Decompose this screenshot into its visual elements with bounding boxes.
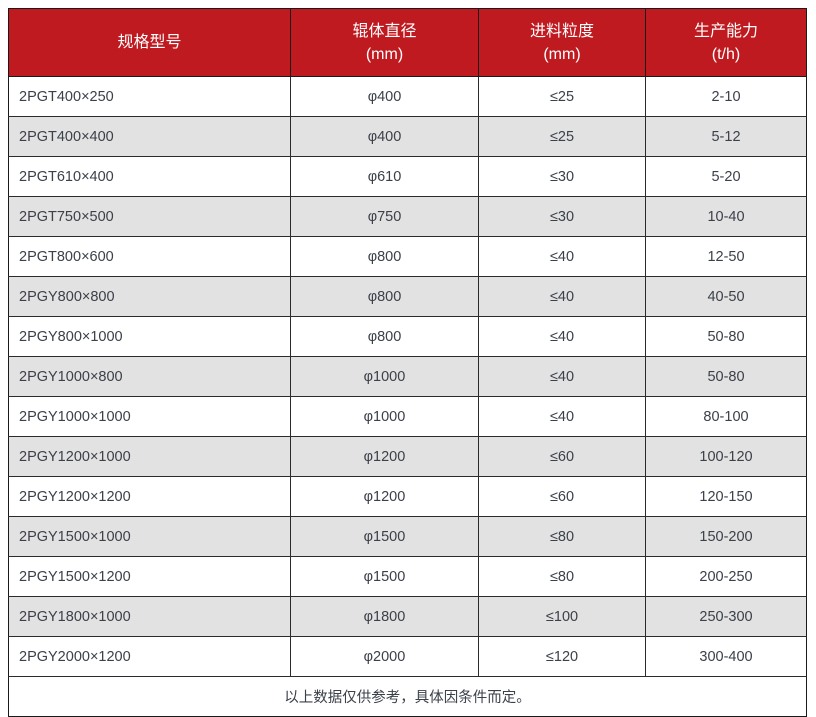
cell-roller-diameter: φ750 [290,196,479,237]
cell-model: 2PGY1800×1000 [8,596,291,637]
cell-model: 2PGY1200×1200 [8,476,291,517]
cell-capacity: 150-200 [645,516,807,557]
cell-roller-diameter: φ610 [290,156,479,197]
table-row: 2PGY1000×800 φ1000 ≤40 50-80 [8,356,807,397]
specification-table: 规格型号 辊体直径 (mm) 进料粒度 (mm) 生产能力 (t/h) 2PGT… [8,8,807,717]
cell-model: 2PGY1000×1000 [8,396,291,437]
cell-capacity: 200-250 [645,556,807,597]
column-header-feed-size: 进料粒度 (mm) [478,8,646,77]
column-header-roller-diameter-unit: (mm) [365,45,404,63]
cell-capacity: 10-40 [645,196,807,237]
table-row: 2PGY800×800 φ800 ≤40 40-50 [8,276,807,317]
table-row: 2PGY800×1000 φ800 ≤40 50-80 [8,316,807,357]
table-body: 2PGT400×250 φ400 ≤25 2-10 2PGT400×400 φ400 ≤25… [8,76,807,677]
cell-feed-size: ≤25 [478,76,646,117]
cell-roller-diameter: φ1200 [290,436,479,477]
cell-feed-size: ≤40 [478,356,646,397]
column-header-feed-size-line1: 进料粒度 [529,22,594,40]
table-footer: 以上数据仅供参考，具体因条件而定。 [8,676,807,717]
cell-roller-diameter: φ2000 [290,636,479,677]
cell-model: 2PGT750×500 [8,196,291,237]
table-row: 2PGY1500×1200 φ1500 ≤80 200-250 [8,556,807,597]
cell-feed-size: ≤30 [478,196,646,237]
cell-capacity: 120-150 [645,476,807,517]
column-header-capacity-line1: 生产能力 [693,22,758,40]
cell-feed-size: ≤40 [478,316,646,357]
cell-model: 2PGT610×400 [8,156,291,197]
table-header: 规格型号 辊体直径 (mm) 进料粒度 (mm) 生产能力 (t/h) [8,8,807,77]
column-header-model-line1: 规格型号 [117,34,182,51]
cell-feed-size: ≤40 [478,276,646,317]
cell-feed-size: ≤30 [478,156,646,197]
cell-roller-diameter: φ1800 [290,596,479,637]
cell-capacity: 50-80 [645,356,807,397]
cell-roller-diameter: φ1500 [290,556,479,597]
cell-feed-size: ≤80 [478,556,646,597]
cell-feed-size: ≤80 [478,516,646,557]
cell-capacity: 5-12 [645,116,807,157]
column-header-capacity-unit: (t/h) [711,45,741,63]
footnote-row: 以上数据仅供参考，具体因条件而定。 [8,676,807,717]
table-row: 2PGY1200×1200 φ1200 ≤60 120-150 [8,476,807,517]
cell-capacity: 80-100 [645,396,807,437]
cell-model: 2PGY1200×1000 [8,436,291,477]
cell-model: 2PGY800×1000 [8,316,291,357]
table-row: 2PGY1500×1000 φ1500 ≤80 150-200 [8,516,807,557]
cell-model: 2PGY800×800 [8,276,291,317]
column-header-roller-diameter-line1: 辊体直径 [352,22,417,40]
column-header-capacity: 生产能力 (t/h) [645,8,807,77]
table-row: 2PGT400×400 φ400 ≤25 5-12 [8,116,807,157]
cell-roller-diameter: φ400 [290,116,479,157]
cell-roller-diameter: φ1000 [290,396,479,437]
cell-roller-diameter: φ800 [290,316,479,357]
cell-roller-diameter: φ1200 [290,476,479,517]
table-row: 2PGT750×500 φ750 ≤30 10-40 [8,196,807,237]
cell-model: 2PGT800×600 [8,236,291,277]
cell-capacity: 40-50 [645,276,807,317]
cell-roller-diameter: φ400 [290,76,479,117]
cell-capacity: 100-120 [645,436,807,477]
cell-roller-diameter: φ800 [290,236,479,277]
cell-model: 2PGT400×250 [8,76,291,117]
cell-model: 2PGY1500×1000 [8,516,291,557]
cell-roller-diameter: φ1000 [290,356,479,397]
cell-feed-size: ≤40 [478,236,646,277]
cell-roller-diameter: φ800 [290,276,479,317]
page-root: 规格型号 辊体直径 (mm) 进料粒度 (mm) 生产能力 (t/h) 2PGT… [8,8,807,717]
cell-feed-size: ≤60 [478,476,646,517]
cell-feed-size: ≤100 [478,596,646,637]
cell-roller-diameter: φ1500 [290,516,479,557]
table-row: 2PGY1800×1000 φ1800 ≤100 250-300 [8,596,807,637]
cell-feed-size: ≤40 [478,396,646,437]
header-row: 规格型号 辊体直径 (mm) 进料粒度 (mm) 生产能力 (t/h) [8,8,807,77]
cell-model: 2PGY1000×800 [8,356,291,397]
table-row: 2PGY1000×1000 φ1000 ≤40 80-100 [8,396,807,437]
cell-capacity: 5-20 [645,156,807,197]
column-header-model: 规格型号 [8,8,291,77]
cell-capacity: 12-50 [645,236,807,277]
table-row: 2PGT610×400 φ610 ≤30 5-20 [8,156,807,197]
cell-feed-size: ≤60 [478,436,646,477]
footnote-text: 以上数据仅供参考，具体因条件而定。 [8,676,807,717]
cell-capacity: 50-80 [645,316,807,357]
table-row: 2PGT800×600 φ800 ≤40 12-50 [8,236,807,277]
table-row: 2PGT400×250 φ400 ≤25 2-10 [8,76,807,117]
column-header-roller-diameter: 辊体直径 (mm) [290,8,479,77]
table-row: 2PGY1200×1000 φ1200 ≤60 100-120 [8,436,807,477]
cell-feed-size: ≤120 [478,636,646,677]
table-row: 2PGY2000×1200 φ2000 ≤120 300-400 [8,636,807,677]
cell-capacity: 250-300 [645,596,807,637]
cell-model: 2PGY1500×1200 [8,556,291,597]
cell-capacity: 2-10 [645,76,807,117]
cell-model: 2PGY2000×1200 [8,636,291,677]
cell-capacity: 300-400 [645,636,807,677]
cell-model: 2PGT400×400 [8,116,291,157]
cell-feed-size: ≤25 [478,116,646,157]
column-header-feed-size-unit: (mm) [543,45,581,63]
